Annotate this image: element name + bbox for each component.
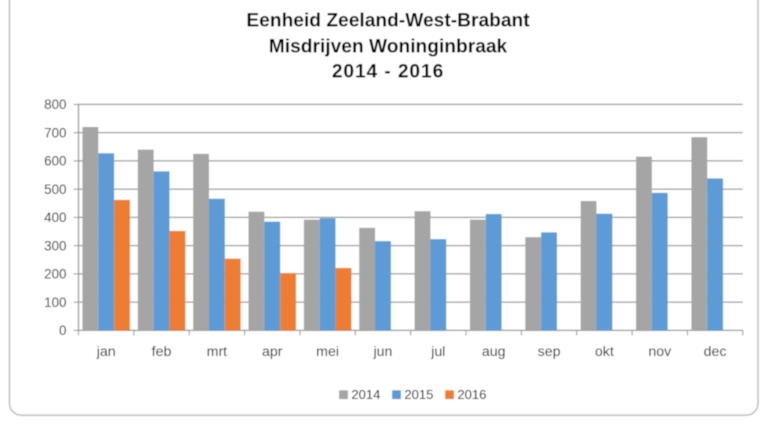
svg-text:mei: mei [316, 344, 339, 360]
svg-text:feb: feb [152, 344, 172, 360]
svg-text:100: 100 [44, 295, 66, 310]
svg-text:400: 400 [44, 210, 66, 225]
svg-text:jun: jun [373, 344, 393, 360]
svg-text:800: 800 [44, 97, 66, 112]
svg-text:Misdrijven Woninginbraak: Misdrijven Woninginbraak [269, 36, 508, 57]
svg-text:nov: nov [648, 344, 672, 360]
svg-text:500: 500 [44, 182, 66, 197]
svg-text:2014 - 2016: 2014 - 2016 [332, 62, 444, 83]
svg-text:dec: dec [704, 344, 727, 360]
svg-text:sep: sep [538, 344, 561, 360]
svg-text:aug: aug [482, 344, 506, 360]
svg-text:jan: jan [96, 344, 116, 360]
svg-text:jul: jul [430, 344, 445, 360]
svg-text:600: 600 [44, 154, 66, 169]
svg-text:okt: okt [595, 344, 614, 360]
svg-text:2015: 2015 [404, 387, 433, 402]
svg-text:200: 200 [44, 267, 66, 282]
svg-text:Eenheid Zeeland-West-Brabant: Eenheid Zeeland-West-Brabant [246, 11, 530, 32]
svg-text:2016: 2016 [457, 387, 486, 402]
svg-text:700: 700 [44, 125, 66, 140]
svg-text:mrt: mrt [207, 344, 228, 360]
svg-text:apr: apr [262, 344, 283, 360]
svg-text:0: 0 [59, 323, 66, 338]
svg-text:300: 300 [44, 238, 66, 253]
svg-text:2014: 2014 [351, 387, 380, 402]
